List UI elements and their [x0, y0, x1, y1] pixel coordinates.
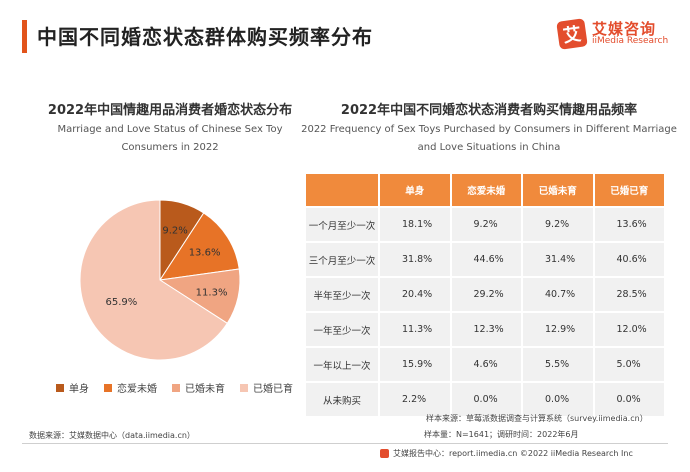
table-row: 一年以上一次 15.9% 4.6% 5.5% 5.0%	[306, 348, 666, 381]
table-cell: 2.2%	[380, 383, 452, 416]
table-cell: 0.0%	[523, 383, 595, 416]
table-cell: 28.5%	[594, 278, 666, 311]
legend-swatch	[172, 383, 180, 392]
logo-name-en: iiMedia Research	[592, 36, 669, 47]
table-cell: 12.0%	[594, 313, 666, 346]
table-cell: 11.3%	[380, 313, 452, 346]
table-cell: 31.4%	[523, 243, 595, 276]
pie-data-label-1: 13.6%	[189, 248, 221, 259]
table-cell: 0.0%	[451, 383, 523, 416]
pie-chart: 9.2% 13.6% 11.3% 65.9%	[79, 199, 241, 361]
pie-data-label-3: 65.9%	[105, 297, 137, 308]
table-row-label: 三个月至少一次	[306, 243, 380, 276]
data-source: 数据来源：艾媒数据中心（data.iimedia.cn）	[29, 431, 195, 440]
legend-item-3: 已婚已育	[240, 380, 293, 395]
table-row: 从未购买 2.2% 0.0% 0.0% 0.0%	[306, 383, 666, 416]
legend-label: 已婚未育	[185, 384, 225, 395]
pie-slice-1	[158, 212, 240, 281]
table-cell: 9.2%	[451, 208, 523, 241]
table-row-label: 半年至少一次	[306, 278, 380, 311]
table-corner-header	[306, 174, 380, 206]
footer-text: 艾媒报告中心：report.iimedia.cn ©2022 iiMedia R…	[393, 449, 633, 458]
legend-label: 已婚已育	[253, 384, 293, 395]
table-cell: 44.6%	[451, 243, 523, 276]
legend-item-0: 单身	[56, 380, 89, 395]
logo-icon: 艾	[556, 18, 588, 50]
table-cell: 12.3%	[451, 313, 523, 346]
table-cell: 40.7%	[523, 278, 595, 311]
pie-legend: 单身 恋爱未婚 已婚未育 已婚已育	[56, 380, 293, 395]
table-cell: 4.6%	[451, 348, 523, 381]
table-row-label: 一年至少一次	[306, 313, 380, 346]
table-cell: 20.4%	[380, 278, 452, 311]
table-row-label: 从未购买	[306, 383, 380, 416]
table-column-header: 已婚已育	[594, 174, 666, 206]
legend-item-1: 恋爱未婚	[104, 380, 157, 395]
table-cell: 5.0%	[594, 348, 666, 381]
legend-swatch	[104, 383, 112, 392]
legend-label: 单身	[69, 384, 89, 395]
pie-data-label-2: 11.3%	[196, 287, 228, 298]
sample-size: 样本量：N=1641；调研时间：2022年6月	[424, 430, 579, 439]
table-cell: 29.2%	[451, 278, 523, 311]
footer-divider	[22, 443, 668, 444]
pie-data-label-0: 9.2%	[162, 225, 187, 236]
sample-source: 样本来源：草莓派数据调查与计算系统（survey.iimedia.cn）	[426, 414, 648, 423]
table-cell: 9.2%	[523, 208, 595, 241]
table-row-label: 一个月至少一次	[306, 208, 380, 241]
table-column-header: 已婚未育	[523, 174, 595, 206]
pie-chart-subtitle: Marriage and Love Status of Chinese Sex …	[57, 124, 283, 153]
logo-name-cn: 艾媒咨询	[592, 19, 657, 38]
table-cell: 15.9%	[380, 348, 452, 381]
table-cell: 13.6%	[594, 208, 666, 241]
legend-item-2: 已婚未育	[172, 380, 225, 395]
table-cell: 40.6%	[594, 243, 666, 276]
table-cell: 0.0%	[594, 383, 666, 416]
brand-logo: 艾 艾媒咨询 iiMedia Research	[556, 18, 669, 50]
table-header-row: 单身 恋爱未婚 已婚未育 已婚已育	[306, 174, 666, 206]
footer: 艾媒报告中心：report.iimedia.cn ©2022 iiMedia R…	[380, 448, 633, 459]
pie-chart-title: 2022年中国情趣用品消费者婚恋状态分布	[47, 103, 293, 118]
pie-slice-3	[79, 199, 228, 361]
table-cell: 12.9%	[523, 313, 595, 346]
table-title: 2022年中国不同婚恋状态消费者购买情趣用品频率	[340, 103, 638, 118]
table-row-label: 一年以上一次	[306, 348, 380, 381]
legend-swatch	[240, 383, 248, 392]
legend-label: 恋爱未婚	[117, 384, 157, 395]
table-row: 一个月至少一次 18.1% 9.2% 9.2% 13.6%	[306, 208, 666, 241]
legend-swatch	[56, 383, 64, 392]
frequency-table: 单身 恋爱未婚 已婚未育 已婚已育 一个月至少一次 18.1% 9.2% 9.2% 13.6%…	[306, 172, 666, 418]
table-row: 三个月至少一次 31.8% 44.6% 31.4% 40.6%	[306, 243, 666, 276]
table-row: 半年至少一次 20.4% 29.2% 40.7% 28.5%	[306, 278, 666, 311]
table-cell: 18.1%	[380, 208, 452, 241]
table-cell: 31.8%	[380, 243, 452, 276]
title-accent-bar	[22, 20, 27, 53]
table-cell: 5.5%	[523, 348, 595, 381]
table-column-header: 恋爱未婚	[451, 174, 523, 206]
table-column-header: 单身	[380, 174, 452, 206]
page-title: 中国不同婚恋状态群体购买频率分布	[37, 25, 373, 49]
table-row: 一年至少一次 11.3% 12.3% 12.9% 12.0%	[306, 313, 666, 346]
table-subtitle: 2022 Frequency of Sex Toys Purchased by …	[301, 124, 677, 153]
footer-logo-icon	[380, 449, 389, 458]
